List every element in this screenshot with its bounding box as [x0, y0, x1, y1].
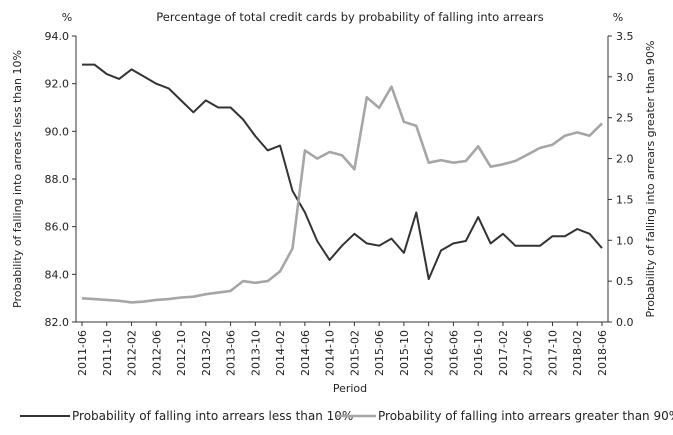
right-tick-label: 2.5: [616, 112, 634, 125]
x-tick-label: 2017-02: [497, 330, 510, 376]
left-tick-label: 86.0: [45, 221, 70, 234]
x-tick-label: 2017-06: [522, 330, 535, 376]
right-tick-label: 0.0: [616, 316, 634, 329]
x-tick-label: 2015-02: [348, 330, 361, 376]
legend: Probability of falling into arrears less…: [20, 409, 673, 423]
right-tick-label: 3.0: [616, 71, 634, 84]
x-tick-label: 2014-02: [274, 330, 287, 376]
left-tick-label: 88.0: [45, 173, 70, 186]
chart-title: Percentage of total credit cards by prob…: [156, 10, 543, 24]
series-line-low-risk: [82, 63, 603, 281]
x-tick-label: 2015-06: [373, 330, 386, 376]
x-tick-label: 2017-10: [546, 330, 559, 376]
right-axis-title: Probability of falling into arrears grea…: [644, 41, 657, 318]
x-axis-title: Period: [333, 382, 367, 395]
x-tick-label: 2011-06: [76, 330, 89, 376]
legend-label-low-risk: Probability of falling into arrears less…: [72, 409, 353, 423]
x-tick-label: 2013-02: [200, 330, 213, 376]
left-tick-label: 84.0: [45, 268, 70, 281]
left-tick-label: 92.0: [45, 78, 70, 91]
series-line-high-risk: [81, 85, 603, 304]
left-tick-label: 90.0: [45, 125, 70, 138]
x-tick-label: 2016-10: [472, 330, 485, 376]
right-axis-unit: %: [613, 11, 623, 24]
left-axis-unit: %: [62, 11, 72, 24]
left-y-ticks: 82.0 84.0 86.0 88.0 90.0 92.0 94.0: [45, 30, 76, 329]
x-tick-label: 2018-02: [571, 330, 584, 376]
right-y-ticks: 0.0 0.5 1.0 1.5 2.0 2.5 3.0 3.5: [608, 30, 634, 329]
x-tick-label: 2016-02: [423, 330, 436, 376]
x-tick-label: 2012-06: [150, 330, 163, 376]
x-tick-label: 2013-10: [249, 330, 262, 376]
x-tick-label: 2014-06: [299, 330, 312, 376]
x-tick-label: 2014-10: [324, 330, 337, 376]
series-layer: [81, 63, 603, 304]
x-tick-label: 2012-10: [175, 330, 188, 376]
x-tick-label: 2011-10: [101, 330, 114, 376]
x-tick-label: 2013-06: [225, 330, 238, 376]
x-tick-label: 2016-06: [447, 330, 460, 376]
left-tick-label: 94.0: [45, 30, 70, 43]
x-tick-label: 2015-10: [398, 330, 411, 376]
right-tick-label: 1.5: [616, 193, 634, 206]
right-tick-label: 0.5: [616, 275, 634, 288]
left-axis-title: Probability of falling into arrears less…: [11, 50, 24, 308]
right-tick-label: 2.0: [616, 153, 634, 166]
right-tick-label: 3.5: [616, 30, 634, 43]
legend-label-high-risk: Probability of falling into arrears grea…: [378, 409, 673, 423]
x-tick-label: 2018-06: [596, 330, 609, 376]
right-tick-label: 1.0: [616, 234, 634, 247]
x-ticks: 2011-06 2011-10 2012-02 2012-06 2012-10 2013-…: [76, 322, 609, 376]
x-tick-label: 2012-02: [126, 330, 139, 376]
left-tick-label: 82.0: [45, 316, 70, 329]
